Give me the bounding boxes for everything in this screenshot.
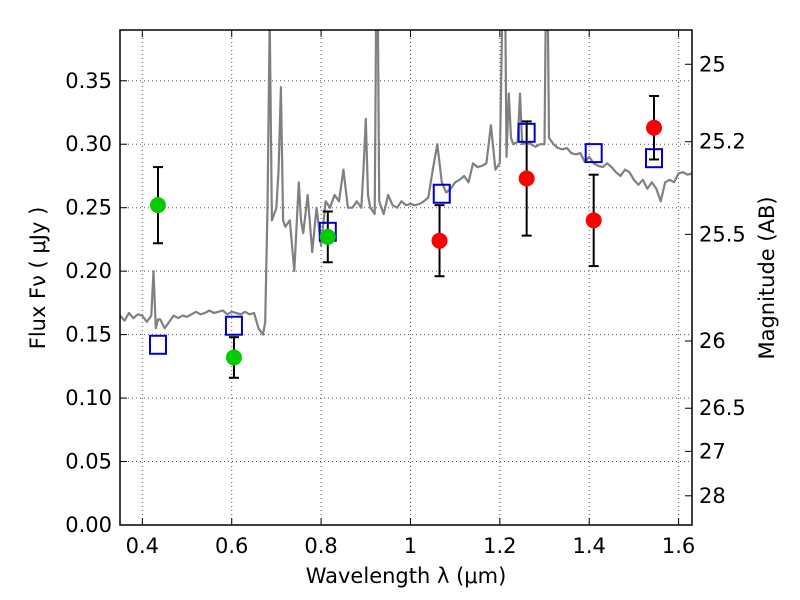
y2-tick-label: 28 (699, 484, 726, 508)
y2-tick-label: 26.5 (699, 396, 746, 420)
model-square-layer (148, 122, 664, 355)
red-point (518, 170, 535, 187)
model-square (517, 122, 536, 143)
y-tick-label: 0.30 (65, 132, 112, 156)
plot-frame (119, 29, 693, 526)
y2-tick-label: 25.5 (699, 222, 746, 246)
x-tick-label: 1.2 (483, 534, 516, 558)
data-point-layer (149, 119, 663, 366)
y-tick-label: 0.00 (65, 513, 112, 537)
model-square (224, 315, 243, 336)
x-tick-label: 0.4 (126, 534, 159, 558)
x-tick-label: 0.6 (215, 534, 248, 558)
y2-tick-label: 27 (699, 439, 726, 463)
model-square (584, 143, 603, 164)
red-point (431, 232, 448, 249)
y-tick-label: 0.20 (65, 259, 112, 283)
y-tick-label: 0.35 (65, 69, 112, 93)
x-tick-label: 0.8 (304, 534, 337, 558)
spectrum-layer (120, 30, 692, 336)
red-point (585, 212, 602, 229)
y2-axis-label: Magnitude (AB) (755, 196, 779, 359)
green-point (319, 228, 336, 245)
y-tick-label: 0.15 (65, 323, 112, 347)
x-tick-label: 1.6 (662, 534, 695, 558)
green-point (225, 349, 242, 366)
green-point (149, 197, 166, 214)
x-tick-label: 1.4 (573, 534, 606, 558)
x-axis-label: Wavelength λ (μm) (306, 564, 507, 588)
y-tick-label: 0.25 (65, 196, 112, 220)
model-square (148, 334, 167, 355)
red-point (646, 119, 663, 136)
tick-layer: 0.4 0.6 0.8 1 1.2 1.4 1.6 0.00 0.05 0.10 0.15 0.20 0… (65, 30, 746, 558)
model-square (432, 183, 451, 204)
y2-tick-label: 26 (699, 329, 726, 353)
x-tick-label: 1 (404, 534, 417, 558)
y-axis-label: Flux Fν ( μJy ) (26, 207, 50, 350)
y-tick-label: 0.10 (65, 386, 112, 410)
spectrum-line (120, 30, 692, 336)
model-square (645, 148, 664, 169)
y2-tick-label: 25 (699, 52, 726, 76)
y2-tick-label: 25.2 (699, 130, 746, 154)
y-tick-label: 0.05 (65, 450, 112, 474)
grid-lines (120, 30, 692, 526)
